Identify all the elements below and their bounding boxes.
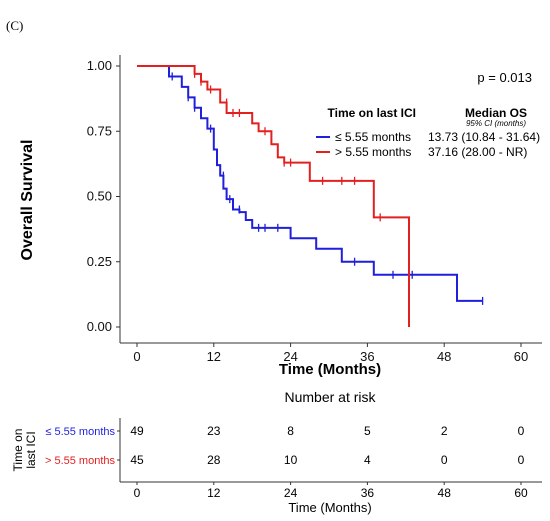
survival-curve-high	[137, 65, 410, 327]
x-tick-label: 0	[133, 349, 140, 364]
y-tick-label: 0.25	[87, 254, 112, 269]
x-tick-label: 24	[283, 349, 297, 364]
legend-stat-subtitle: 95% CI (months)	[466, 119, 526, 128]
legend-title: Time on last ICI	[328, 106, 416, 120]
risk-rows: ≤ 5.55 months 49 23 8 5 2 0 > 5.55 months 45 28 10…	[45, 424, 525, 467]
x-tick-label: 12	[207, 349, 221, 364]
risk-x-tick-label: 48	[438, 486, 452, 500]
risk-x-tick-label: 36	[361, 486, 375, 500]
legend-stat-high: 37.16 (28.00 - NR)	[428, 145, 527, 159]
risk-x-tick-label: 60	[514, 486, 528, 500]
y-axis-title: Overall Survival	[19, 140, 36, 261]
x-tick-label: 48	[437, 349, 451, 364]
risk-count: 49	[130, 424, 144, 438]
risk-table-title: Number at risk	[284, 389, 376, 405]
risk-count: 45	[130, 453, 144, 467]
x-tick-label: 36	[360, 349, 374, 364]
survival-curves	[137, 65, 484, 327]
y-tick-label: 1.00	[87, 58, 112, 73]
legend: Time on last ICI Median OS 95% CI (month…	[316, 106, 540, 159]
risk-count: 23	[207, 424, 221, 438]
risk-x-axis: 0 12 24 36 48 60	[134, 482, 528, 500]
risk-count: 8	[287, 424, 294, 438]
risk-count: 10	[284, 453, 298, 467]
risk-count: 5	[364, 424, 371, 438]
risk-table-ylabel: Time onlast ICI	[11, 429, 38, 472]
risk-x-axis-title: Time (Months)	[288, 500, 371, 515]
survival-curve-low	[137, 65, 483, 302]
risk-x-tick-label: 0	[134, 486, 141, 500]
x-tick-label: 60	[514, 349, 528, 364]
y-tick-label: 0.75	[87, 123, 112, 138]
panel-label: (C)	[6, 18, 23, 33]
legend-label-high: > 5.55 months	[335, 145, 411, 159]
risk-row-label: ≤ 5.55 months	[45, 426, 115, 438]
legend-stat-title: Median OS	[465, 106, 527, 120]
main-plot: Overall Survival 0.00 0.25 0.50 0.75 1.00 0 1…	[19, 55, 542, 378]
y-tick-label: 0.00	[87, 319, 112, 334]
risk-x-tick-label: 24	[284, 486, 298, 500]
y-tick-label: 0.50	[87, 189, 112, 204]
risk-count: 4	[364, 453, 371, 467]
risk-table: Number at risk Time onlast ICI ≤ 5.55 mo…	[11, 389, 542, 515]
risk-count: 2	[441, 424, 448, 438]
risk-row-label: > 5.55 months	[45, 455, 116, 467]
x-axis-title: Time (Months)	[279, 361, 381, 378]
risk-count: 0	[518, 424, 525, 438]
p-value: p = 0.013	[477, 70, 532, 85]
risk-count: 0	[518, 453, 525, 467]
legend-label-low: ≤ 5.55 months	[335, 130, 411, 144]
risk-count: 28	[207, 453, 221, 467]
risk-count: 0	[441, 453, 448, 467]
x-axis: 0 12 24 36 48 60	[133, 343, 528, 364]
legend-stat-low: 13.73 (10.84 - 31.64)	[428, 130, 540, 144]
y-axis: 0.00 0.25 0.50 0.75 1.00	[87, 58, 120, 334]
risk-x-tick-label: 12	[207, 486, 221, 500]
